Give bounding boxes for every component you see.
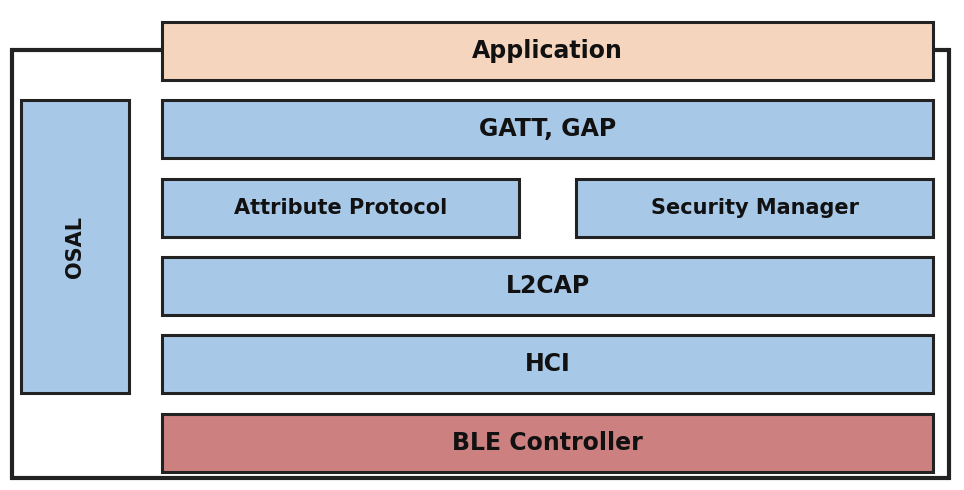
- Text: Attribute Protocol: Attribute Protocol: [233, 198, 447, 218]
- Bar: [21, 100, 129, 393]
- Bar: [162, 179, 519, 237]
- Text: GATT, GAP: GATT, GAP: [479, 117, 616, 141]
- Text: OSAL: OSAL: [66, 216, 85, 277]
- Text: HCI: HCI: [524, 352, 571, 376]
- Bar: [576, 179, 933, 237]
- Bar: [12, 50, 949, 478]
- Bar: [162, 335, 933, 393]
- Bar: [162, 414, 933, 472]
- Text: Application: Application: [472, 39, 623, 63]
- Bar: [162, 257, 933, 315]
- Text: Security Manager: Security Manager: [651, 198, 859, 218]
- Text: BLE Controller: BLE Controller: [452, 431, 643, 455]
- Text: L2CAP: L2CAP: [505, 274, 590, 298]
- Bar: [162, 22, 933, 80]
- Bar: [162, 100, 933, 158]
